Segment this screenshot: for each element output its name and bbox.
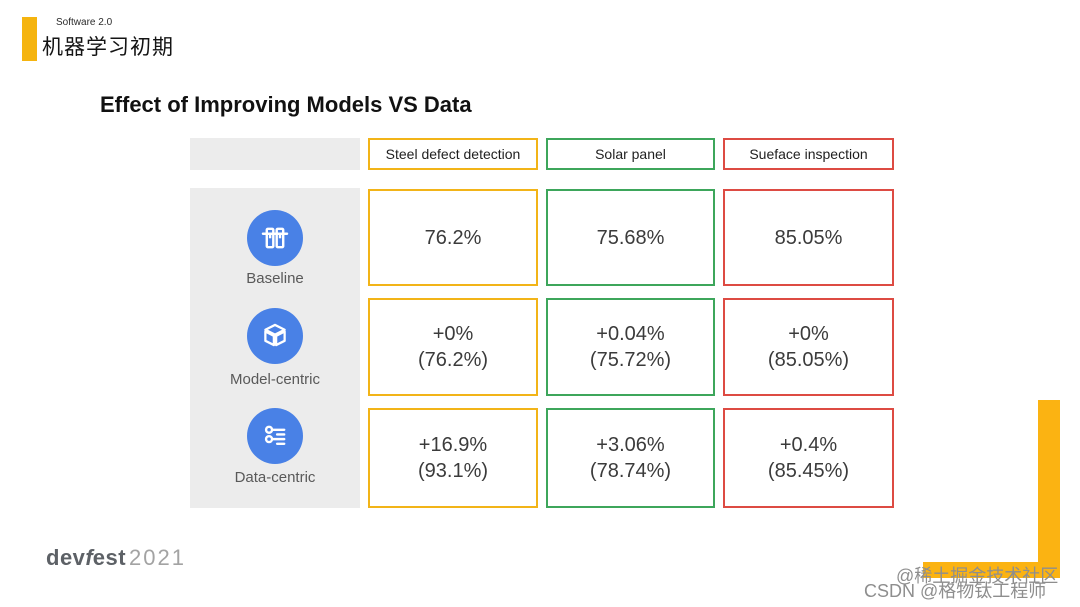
devfest-logo-est: est [92, 545, 127, 570]
cell-baseline-surface: 85.05% [723, 189, 894, 286]
horizontal-sliders-icon [247, 408, 303, 464]
watermark-juejin: @稀土掘金技术社区 [896, 566, 1059, 586]
devfest-logo-f: f [85, 545, 93, 570]
vertical-sliders-icon [247, 210, 303, 266]
cell-baseline-steel: 76.2% [368, 189, 538, 286]
slide-title: Effect of Improving Models VS Data [100, 92, 472, 117]
cube-icon [247, 308, 303, 364]
row-label-data-centric: Data-centric [234, 469, 316, 486]
accent-bar [22, 17, 37, 61]
devfest-logo-dev: dev [46, 545, 86, 570]
column-header-steel-defect-detection: Steel defect detection [368, 138, 538, 170]
cell-data-centric-surface: +0.4% (85.45%) [723, 408, 894, 508]
column-header-sueface-inspection: Sueface inspection [723, 138, 894, 170]
decorative-vertical-bar [1038, 400, 1060, 578]
watermark-csdn: CSDN @格物钛工程师 [864, 581, 1047, 601]
cell-model-centric-steel: +0% (76.2%) [368, 298, 538, 396]
cell-model-centric-solar: +0.04% (75.72%) [546, 298, 715, 396]
cell-baseline-solar: 75.68% [546, 189, 715, 286]
row-label-model-centric: Model-centric [229, 371, 321, 388]
cell-data-centric-steel: +16.9% (93.1%) [368, 408, 538, 508]
cell-model-centric-surface: +0% (85.05%) [723, 298, 894, 396]
decorative-horizontal-bar [923, 562, 1060, 578]
page-title: 机器学习初期 [42, 36, 174, 59]
row-label-baseline: Baseline [246, 270, 304, 287]
cell-data-centric-solar: +3.06% (78.74%) [546, 408, 715, 508]
row-header-panel: Baseline Model-centric [190, 188, 360, 508]
eyebrow-label: Software 2.0 [56, 17, 113, 28]
comparison-table: Steel defect detection Solar panel Suefa… [190, 138, 894, 508]
devfest-logo: devfest 2021 [46, 545, 186, 571]
column-header-solar-panel: Solar panel [546, 138, 715, 170]
devfest-year: 2021 [129, 545, 186, 570]
table-corner-cell [190, 138, 360, 170]
